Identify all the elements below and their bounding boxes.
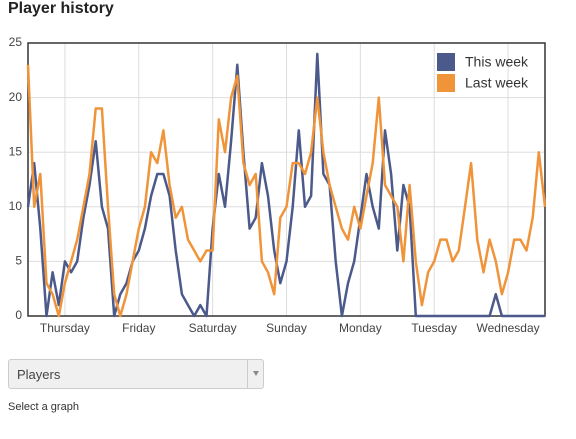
legend-swatch bbox=[437, 74, 455, 92]
chart: 0 5 10 15 20 25 Thursday Friday Saturday Sunday Mo… bbox=[9, 35, 547, 335]
select-arrow bbox=[253, 371, 259, 376]
x-tick-label: Tuesday bbox=[411, 321, 457, 335]
legend-swatch bbox=[437, 53, 455, 71]
legend-label: This week bbox=[465, 54, 529, 70]
x-tick-label: Thursday bbox=[40, 321, 90, 335]
graph-select[interactable]: Players bbox=[8, 359, 264, 389]
x-tick-label: Wednesday bbox=[476, 321, 539, 335]
y-tick-label: 0 bbox=[15, 308, 22, 322]
y-tick-label: 15 bbox=[9, 144, 23, 158]
y-tick-label: 5 bbox=[15, 254, 22, 268]
plot-frame bbox=[27, 42, 546, 317]
page-title: Player history bbox=[8, 0, 114, 17]
select-separator bbox=[247, 360, 248, 388]
x-tick-label: Monday bbox=[339, 321, 382, 335]
legend-label: Last week bbox=[465, 75, 529, 91]
series-line bbox=[26, 52, 545, 318]
x-tick-label: Saturday bbox=[189, 321, 237, 335]
x-tick-label: Friday bbox=[122, 321, 155, 335]
select-value: Players bbox=[17, 367, 61, 382]
y-tick-label: 20 bbox=[9, 90, 23, 104]
series-line bbox=[26, 64, 547, 318]
select-caption: Select a graph bbox=[8, 401, 79, 413]
y-tick-label: 10 bbox=[9, 199, 23, 213]
x-tick-label: Sunday bbox=[266, 321, 307, 335]
y-tick-label: 25 bbox=[9, 35, 23, 49]
